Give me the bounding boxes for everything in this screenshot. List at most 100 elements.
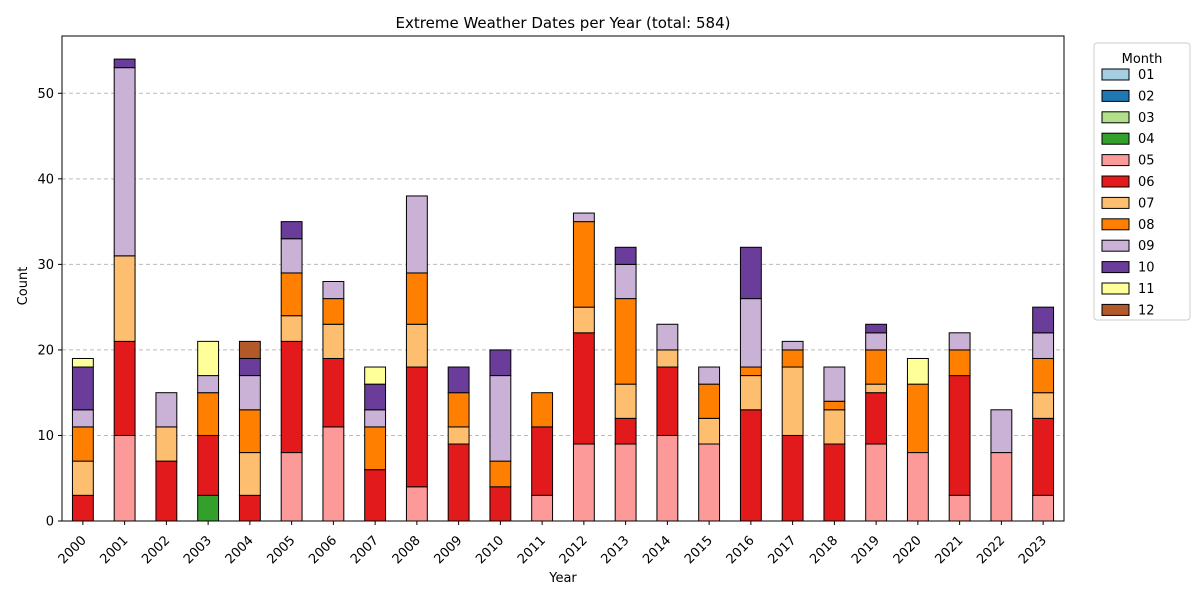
bar-segment-2008-07	[405, 323, 428, 368]
x-tick-label: 2016	[724, 533, 758, 567]
x-tick-label: 2006	[306, 533, 340, 567]
legend-swatch-04	[1101, 132, 1130, 145]
bar-segment-2009-10	[447, 366, 470, 394]
bar-segment-2019-06	[865, 392, 888, 445]
x-tick-label: 2020	[891, 533, 925, 567]
bar-segment-2023-06	[1032, 417, 1055, 496]
legend-label-01: 01	[1138, 68, 1155, 83]
x-tick-label: 2009	[431, 533, 465, 567]
x-tick-label: 2007	[348, 533, 382, 567]
legend-label-10: 10	[1138, 261, 1155, 276]
legend-swatch-06	[1101, 175, 1130, 188]
bar-segment-2010-10	[489, 349, 512, 377]
bar-segment-2020-05	[906, 452, 929, 522]
x-tick-label: 2003	[181, 533, 215, 567]
bar-segment-2003-06	[197, 434, 220, 496]
bar-segment-2004-06	[238, 494, 261, 522]
legend-swatch-05	[1101, 154, 1130, 167]
bar-segment-2004-10	[238, 357, 261, 377]
bar-segment-2013-05	[614, 443, 637, 522]
bar-segment-2011-06	[531, 426, 554, 496]
bar-segment-2013-07	[614, 383, 637, 419]
bar-segment-2006-08	[322, 298, 345, 325]
bar-segment-2016-06	[739, 409, 762, 522]
bar-segment-2000-09	[71, 409, 94, 428]
x-axis-label: Year	[548, 571, 577, 586]
bar-segment-2016-08	[739, 366, 762, 377]
bar-segment-2023-07	[1032, 392, 1055, 419]
legend-label-08: 08	[1138, 218, 1155, 233]
bar-segment-2010-08	[489, 460, 512, 488]
x-tick-label: 2000	[56, 533, 90, 567]
bar-segment-2014-06	[656, 366, 679, 436]
legend: Month 01 02 03 04 05 06 07 08 09 10 11 12	[1093, 42, 1191, 321]
bar-segment-2009-08	[447, 392, 470, 428]
bar-segment-2001-09	[113, 67, 136, 257]
bar-segment-2019-05	[865, 443, 888, 522]
bar-segment-2016-07	[739, 375, 762, 411]
bar-segment-2023-09	[1032, 332, 1055, 359]
x-tick-label: 2018	[807, 533, 841, 567]
bar-segment-2015-09	[698, 366, 721, 385]
legend-label-04: 04	[1138, 132, 1155, 147]
chart-title: Extreme Weather Dates per Year (total: 5…	[396, 14, 731, 32]
x-tick-label: 2023	[1016, 533, 1050, 567]
bar-segment-2008-08	[405, 272, 428, 325]
bar-segment-2012-07	[572, 306, 595, 334]
legend-label-12: 12	[1138, 303, 1155, 318]
y-tick-label: 50	[37, 87, 54, 102]
bar-segment-2005-05	[280, 452, 303, 522]
bar-segment-2005-10	[280, 221, 303, 240]
bar-segment-2005-09	[280, 238, 303, 274]
x-tick-label: 2017	[765, 533, 799, 567]
bar-segment-2001-05	[113, 434, 136, 522]
y-axis-label: Count	[16, 267, 31, 306]
y-tick-label: 40	[37, 172, 54, 187]
bar-segment-2000-10	[71, 366, 94, 411]
bar-segment-2017-09	[781, 340, 804, 351]
bar-segment-2015-07	[698, 417, 721, 445]
bar-segment-2018-08	[823, 400, 846, 411]
bar-segment-2007-10	[364, 383, 387, 411]
bar-segment-2003-09	[197, 375, 220, 394]
bar-segment-2009-07	[447, 426, 470, 445]
y-tick-label: 20	[37, 343, 54, 358]
bar-segment-2019-07	[865, 383, 888, 394]
bar-segment-2003-08	[197, 392, 220, 436]
x-tick-label: 2005	[264, 533, 298, 567]
legend-swatch-07	[1101, 196, 1130, 209]
bar-segment-2000-11	[71, 357, 94, 368]
bar-segment-2019-10	[865, 323, 888, 334]
bar-segment-2008-09	[405, 195, 428, 274]
bar-segment-2017-06	[781, 434, 804, 522]
bar-segment-2001-10	[113, 58, 136, 69]
x-tick-label: 2004	[223, 533, 257, 567]
x-tick-label: 2012	[557, 533, 591, 567]
bar-segment-2021-05	[948, 494, 971, 522]
bar-segment-2023-08	[1032, 357, 1055, 394]
bar-segment-2023-05	[1032, 494, 1055, 522]
bar-segment-2002-09	[155, 392, 178, 428]
bar-segment-2011-05	[531, 494, 554, 522]
y-tick-label: 0	[46, 515, 54, 530]
bar-segment-2004-12	[238, 340, 261, 359]
bar-segment-2000-07	[71, 460, 94, 496]
bar-segment-2023-10	[1032, 306, 1055, 334]
bar-segment-2013-08	[614, 298, 637, 385]
x-axis: 2000 2001 2002 2003 2004 2005 2006 2007 2008 2009…	[56, 521, 1050, 567]
bar-segment-2006-05	[322, 426, 345, 522]
bar-segment-2021-08	[948, 349, 971, 377]
bar-segment-2017-08	[781, 349, 804, 368]
bar-segment-2015-08	[698, 383, 721, 419]
bar-segment-2018-06	[823, 443, 846, 522]
bar-segment-2018-07	[823, 409, 846, 445]
x-tick-label: 2019	[849, 533, 883, 567]
bar-segment-2002-06	[155, 460, 178, 522]
bar-segment-2001-06	[113, 340, 136, 436]
bar-segment-2005-06	[280, 340, 303, 454]
y-tick-label: 30	[37, 258, 54, 273]
bar-segment-2012-08	[572, 221, 595, 308]
bar-segment-2013-06	[614, 417, 637, 445]
bar-segment-2007-06	[364, 469, 387, 522]
